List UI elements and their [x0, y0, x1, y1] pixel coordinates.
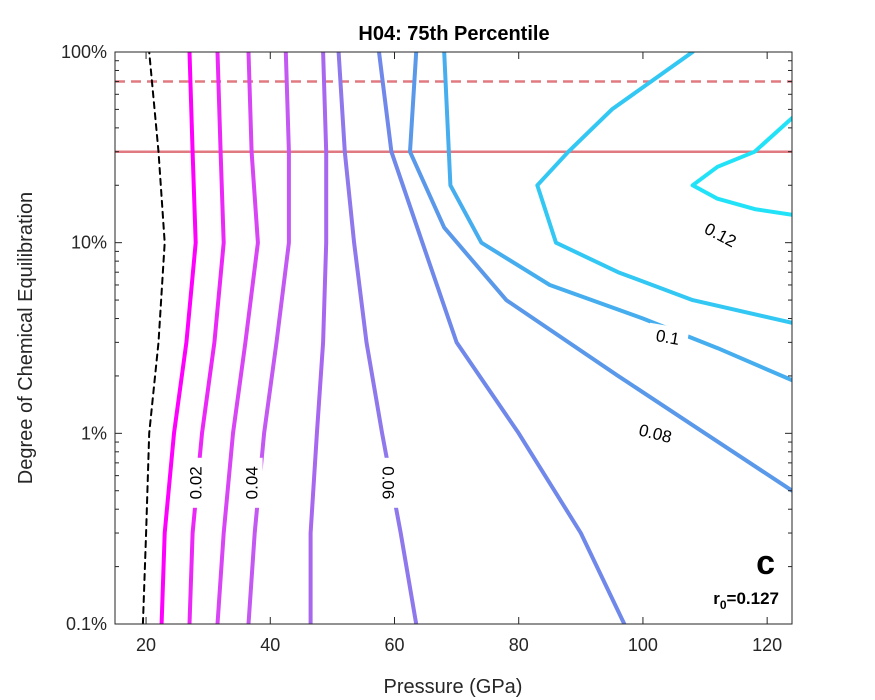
contour-label-background: [646, 322, 690, 352]
contour-line-9: [442, 52, 792, 383]
contour-label: 0.06: [378, 466, 397, 499]
y-tick-label: 10%: [71, 233, 107, 253]
y-axis-label: Degree of Chemical Equilibration: [15, 192, 37, 484]
r0-value: =0.127: [727, 589, 779, 608]
contour-line-3: [215, 52, 260, 624]
y-tick-label: 0.1%: [66, 614, 107, 634]
contour-line-4: [246, 52, 291, 624]
plot-marks: 0.02 0.04 0.060.080.10.12: [115, 52, 792, 624]
contour-line-10: [535, 52, 792, 325]
contour-line-2: [187, 52, 226, 624]
contour-line-threshold: [141, 52, 166, 624]
x-axis-label: Pressure (GPa): [384, 676, 523, 698]
x-tick-label: 120: [752, 635, 782, 655]
axes-box: [114, 51, 793, 625]
contour-label: 0.02: [187, 466, 206, 499]
contour-label: 0.1: [654, 326, 681, 349]
contour-label-background: [377, 457, 400, 508]
r0-annotation: r0=0.127: [713, 589, 779, 612]
plot-area: 0.02 0.04 0.060.080.10.12: [115, 52, 792, 624]
chart-title: H04: 75th Percentile: [358, 23, 549, 45]
x-tick-label: 100: [628, 635, 658, 655]
contour-label-group: 0.1: [646, 322, 690, 352]
contour-line-6: [336, 52, 419, 624]
r0-subscript: 0: [720, 598, 727, 612]
x-tick-label: 60: [384, 635, 404, 655]
x-tick-label: 80: [509, 635, 529, 655]
contour-line-1: [159, 52, 198, 624]
contour-label-group: 0.02: [184, 457, 207, 508]
contour-label: 0.04: [243, 466, 262, 499]
contour-line-5: [308, 52, 329, 624]
contour-label-background: [628, 416, 683, 451]
contour-label-group: 0.04: [240, 457, 263, 508]
contour-label-background: [240, 457, 263, 508]
contour-label-background: [184, 457, 207, 508]
x-tick-label: 40: [260, 635, 280, 655]
y-tick-label: 100%: [61, 42, 107, 62]
contour-label-background: [693, 213, 748, 257]
x-tick-label: 20: [136, 635, 156, 655]
y-tick-label: 1%: [81, 423, 107, 443]
contour-label-group: 0.06: [377, 457, 400, 508]
axis-ticks: 20 40 60 80 100 120 0.1% 1% 10% 100%: [61, 42, 792, 655]
panel-letter: c: [756, 544, 775, 582]
contour-line-7: [377, 52, 627, 624]
r0-symbol: r: [713, 589, 720, 608]
contour-line-11: [690, 116, 792, 217]
contour-line-8: [408, 52, 792, 493]
